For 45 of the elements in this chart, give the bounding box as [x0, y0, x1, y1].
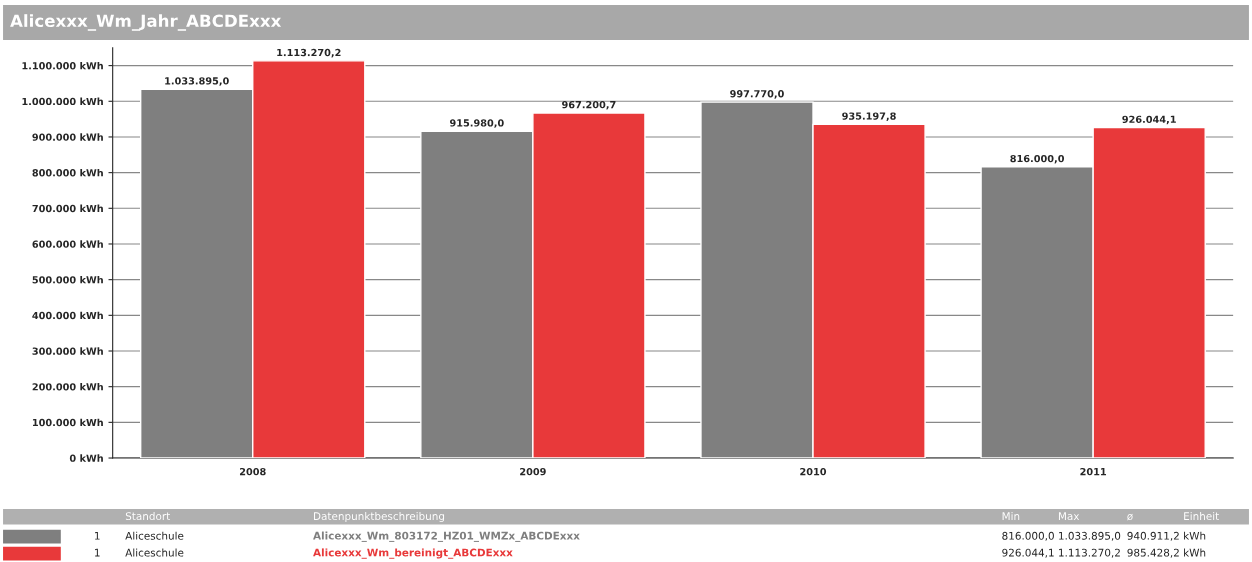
data-label: 926.044,1: [1122, 115, 1176, 125]
y-tick-label: 1.100.000 kWh: [22, 61, 103, 70]
data-label: 967.200,7: [562, 100, 616, 110]
text: Einheit: [1184, 512, 1219, 521]
text: Datenpunktbeschreibung: [314, 512, 445, 523]
chart-title: Alicexxx_Wm_Jahr_ABCDExxx: [10, 14, 282, 31]
text: Min: [1002, 512, 1020, 520]
y-tick-label: 100.000 kWh: [32, 418, 103, 427]
text: 1.113.270,2: [1059, 548, 1120, 558]
text: Alicexxx_Wm_803172_HZ01_WMZx_ABCDExxx: [313, 531, 580, 542]
y-tick-label: 1.000.000 kWh: [22, 97, 103, 106]
text: kWh: [1184, 531, 1206, 540]
y-tick-label: 600.000 kWh: [32, 240, 103, 248]
y-tick-label: 300.000 kWh: [32, 347, 103, 355]
text: Max: [1058, 512, 1080, 521]
y-tick-label: 0 kWh: [69, 454, 103, 462]
y-tick-label: 800.000 kWh: [32, 168, 103, 177]
y-tick-label: 400.000 kWh: [32, 311, 103, 320]
y-tick-label: 500.000 kWh: [32, 275, 103, 284]
x-tick-label: 2010: [800, 467, 827, 476]
text: 985.428,2: [1127, 548, 1179, 558]
data-label: 915.980,0: [449, 119, 504, 128]
data-label: 997.770,0: [730, 90, 784, 99]
data-label: 935.197,8: [842, 112, 896, 121]
text: kWh: [1184, 548, 1206, 557]
text: Alicexxx_Wm_bereinigt_ABCDExxx: [313, 548, 513, 559]
text: 1: [95, 531, 100, 540]
text: Aliceschule: [125, 531, 184, 540]
text: 1: [95, 548, 100, 557]
y-tick-label: 900.000 kWh: [32, 133, 103, 141]
data-label: 1.033.895,0: [165, 77, 229, 86]
text: Aliceschule: [125, 548, 184, 557]
text: 816.000,0: [1002, 531, 1054, 541]
text: Standort: [125, 512, 170, 521]
data-label: 1.113.270,2: [277, 48, 341, 58]
text: 1.033.895,0: [1059, 531, 1121, 541]
y-tick-label: 700.000 kWh: [32, 204, 103, 213]
y-tick-label: 200.000 kWh: [32, 382, 103, 391]
x-tick-label: 2009: [520, 467, 546, 476]
text: 940.911,2: [1127, 531, 1179, 541]
data-label: 816.000,0: [1010, 154, 1065, 164]
text: ø: [1127, 513, 1133, 521]
x-tick-label: 2008: [239, 467, 266, 476]
x-tick-label: 2011: [1080, 467, 1107, 476]
text: 926.044,1: [1002, 548, 1054, 558]
